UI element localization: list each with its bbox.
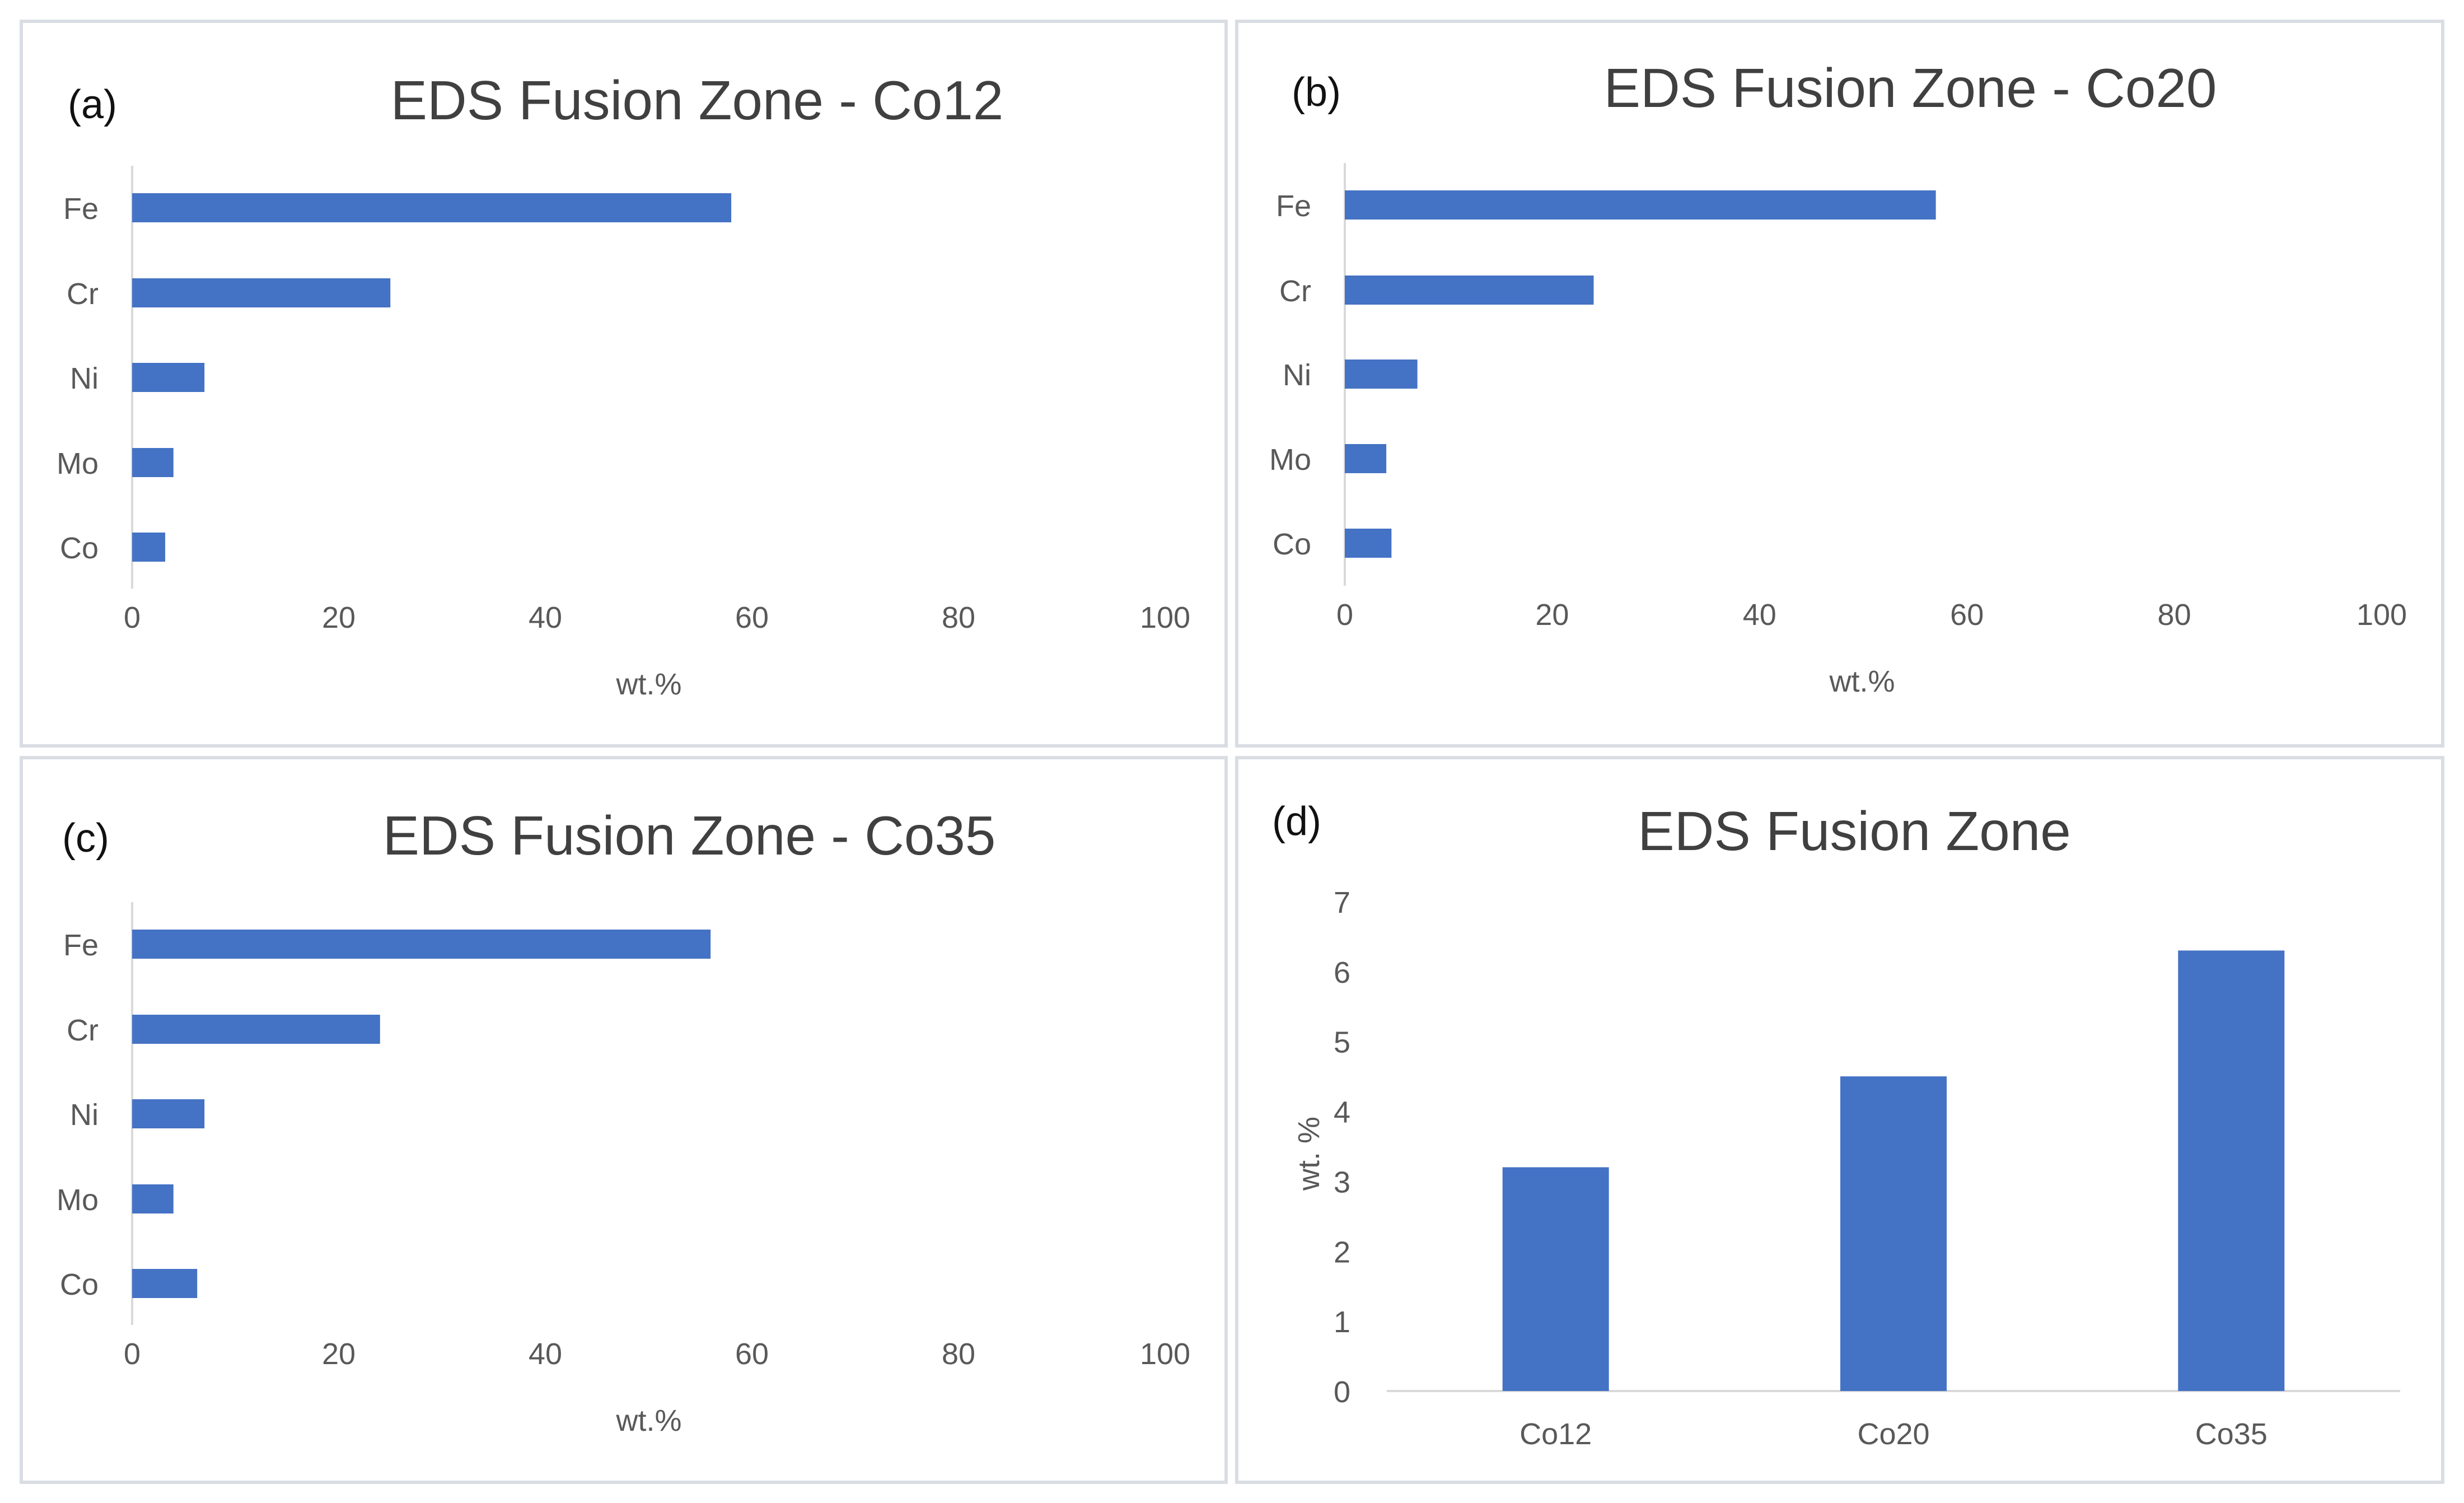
bar-ni: [132, 363, 205, 392]
chart-title: EDS Fusion Zone: [1638, 800, 2071, 862]
y-tick-label: 2: [1334, 1235, 1350, 1269]
bar-cr: [1345, 276, 1594, 305]
bar-chart-a: Fe Cr Ni Mo Co 0 20 40 60 80 100: [57, 166, 1190, 634]
x-tick-label: 80: [2158, 598, 2191, 632]
bar-co: [132, 533, 166, 562]
category-label: Mo: [57, 447, 99, 480]
x-tick-label: 20: [322, 1337, 356, 1371]
panel-label: (d): [1272, 799, 1321, 844]
bar-ni: [1345, 360, 1418, 389]
bar-mo: [132, 1184, 174, 1213]
x-axis-title: wt.%: [1829, 665, 1895, 698]
x-tick-label: 0: [1336, 598, 1353, 632]
chart-panel-d: (d) EDS Fusion Zone 0 1 2 3 4 5 6 7 Co12 Co20 Co35…: [1235, 756, 2444, 1484]
bar-cr: [132, 278, 391, 307]
y-tick-label: 3: [1334, 1165, 1350, 1199]
x-tick-label: 40: [1743, 598, 1776, 632]
x-tick-label: 0: [124, 1337, 141, 1371]
category-label: Fe: [63, 192, 99, 226]
category-label: Fe: [63, 928, 99, 962]
x-axis-title: wt.%: [616, 668, 682, 701]
bar-co: [1345, 529, 1392, 558]
panel-label: (b): [1292, 70, 1341, 115]
bar-cr: [132, 1015, 380, 1044]
bar-mo: [1345, 444, 1387, 473]
category-label: Cr: [1279, 274, 1311, 308]
x-axis-title: wt.%: [616, 1404, 682, 1437]
x-tick-label: 100: [2357, 598, 2407, 632]
bar-ni: [132, 1099, 205, 1128]
bar-fe: [132, 930, 711, 959]
category-label: Ni: [70, 362, 99, 395]
bar-co20: [1840, 1076, 1947, 1391]
y-tick-label: 6: [1334, 956, 1350, 989]
x-tick-label: 60: [735, 1337, 769, 1371]
chart-panel-b: (b) EDS Fusion Zone - Co20 Fe Cr Ni Mo Co 0 20…: [1235, 20, 2444, 748]
category-label: Cr: [67, 1014, 99, 1047]
y-axis-title: wt. %: [1292, 1116, 1326, 1191]
y-tick-label: 0: [1334, 1375, 1350, 1409]
x-tick-label: 40: [529, 601, 562, 634]
x-tick-label: 20: [1535, 598, 1569, 632]
category-label: Mo: [57, 1183, 99, 1217]
bar-mo: [132, 448, 174, 477]
bar-chart-d: 0 1 2 3 4 5 6 7 Co12 Co20 Co35: [1334, 886, 2400, 1451]
chart-panel-c: (c) EDS Fusion Zone - Co35 Fe Cr Ni Mo Co 0 20…: [20, 756, 1228, 1484]
x-tick-label: 40: [529, 1337, 562, 1371]
x-tick-label: 20: [322, 601, 356, 634]
category-label: Ni: [70, 1098, 99, 1132]
category-label: Co: [60, 1268, 99, 1301]
panel-label: (c): [62, 816, 109, 861]
x-tick-label: 60: [1950, 598, 1984, 632]
x-tick-label: 100: [1140, 601, 1190, 634]
chart-panel-a: (a) EDS Fusion Zone - Co12 Fe Cr Ni Mo Co 0 20…: [20, 20, 1228, 748]
x-tick-label: Co12: [1519, 1417, 1592, 1451]
x-tick-label: 80: [942, 601, 975, 634]
x-tick-label: 80: [942, 1337, 975, 1371]
category-label: Ni: [1283, 358, 1311, 392]
bar-co: [132, 1269, 198, 1298]
y-tick-label: 5: [1334, 1026, 1350, 1059]
y-tick-label: 1: [1334, 1305, 1350, 1339]
bar-chart-c: Fe Cr Ni Mo Co 0 20 40 60 80 100: [57, 902, 1190, 1371]
category-label: Co: [1273, 528, 1311, 561]
category-label: Mo: [1269, 443, 1311, 477]
y-tick-label: 7: [1334, 886, 1350, 919]
bar-fe: [1345, 190, 1936, 220]
bar-fe: [132, 193, 732, 222]
x-tick-label: 100: [1140, 1337, 1190, 1371]
category-label: Cr: [67, 277, 99, 311]
category-label: Fe: [1276, 189, 1311, 223]
panel-label: (a): [68, 82, 117, 127]
chart-title: EDS Fusion Zone - Co35: [382, 805, 996, 866]
bar-co35: [2178, 950, 2285, 1391]
chart-title: EDS Fusion Zone - Co12: [390, 69, 1004, 131]
chart-title: EDS Fusion Zone - Co20: [1603, 57, 2217, 119]
y-tick-label: 4: [1334, 1096, 1350, 1129]
category-label: Co: [60, 531, 99, 565]
x-tick-label: Co35: [2195, 1417, 2267, 1451]
x-tick-label: 60: [735, 601, 769, 634]
x-tick-label: Co20: [1857, 1417, 1929, 1451]
x-tick-label: 0: [124, 601, 141, 634]
bar-chart-b: Fe Cr Ni Mo Co 0 20 40 60 80 100: [1269, 163, 2407, 632]
bar-co12: [1502, 1167, 1609, 1391]
